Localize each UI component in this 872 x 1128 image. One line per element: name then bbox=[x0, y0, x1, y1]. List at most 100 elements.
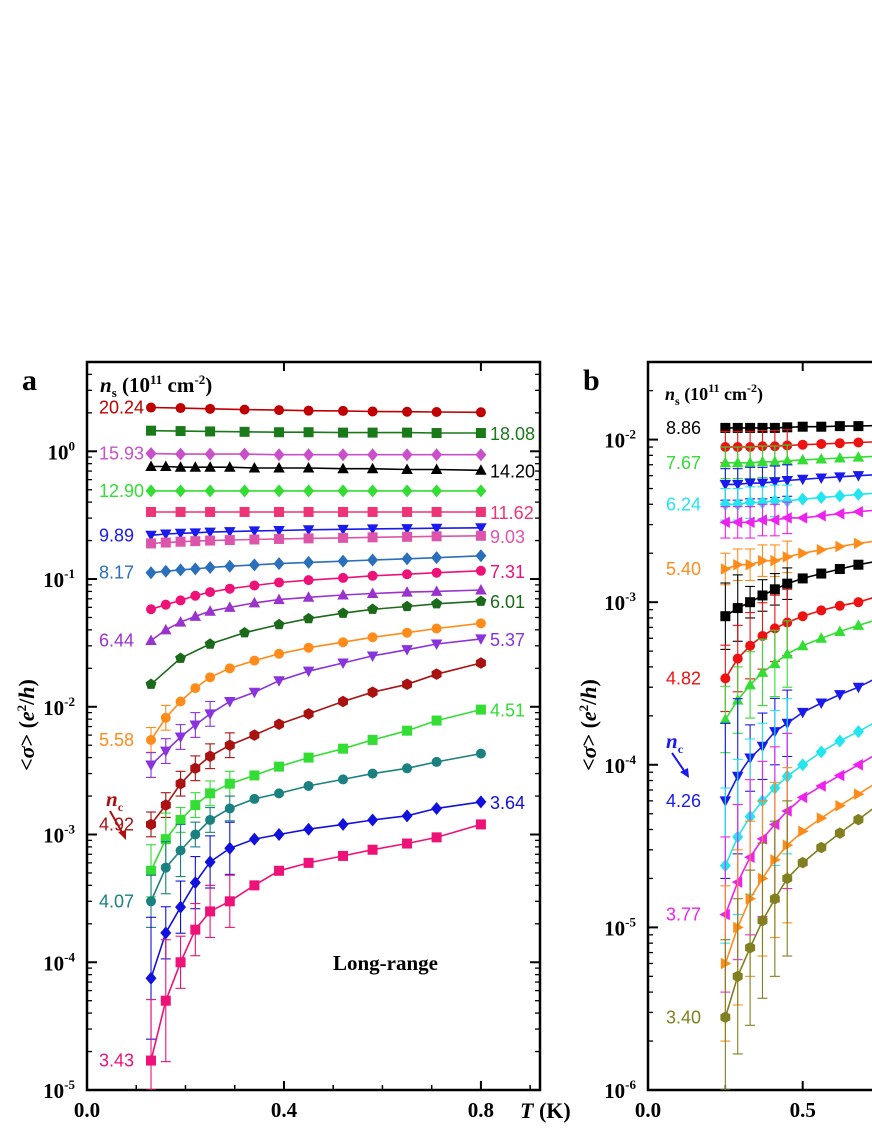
data-point bbox=[204, 605, 216, 616]
panel-a-ylabel: <σ> (e2/h) bbox=[14, 679, 39, 771]
data-point bbox=[175, 403, 186, 414]
data-point bbox=[146, 506, 157, 517]
data-point bbox=[249, 880, 260, 891]
data-point bbox=[431, 668, 442, 680]
series-label: 9.89 bbox=[99, 525, 134, 545]
data-point bbox=[815, 510, 826, 522]
data-point bbox=[190, 829, 201, 840]
data-point bbox=[337, 462, 349, 474]
series-7.67 bbox=[719, 444, 872, 480]
data-point bbox=[239, 426, 250, 437]
data-point bbox=[720, 422, 731, 433]
series-line bbox=[150, 600, 481, 685]
data-point bbox=[224, 527, 236, 538]
data-point bbox=[160, 746, 172, 758]
data-point bbox=[431, 531, 442, 542]
data-point bbox=[224, 739, 235, 751]
data-point bbox=[834, 690, 846, 701]
data-point bbox=[401, 552, 413, 566]
series-18.08 bbox=[146, 425, 486, 439]
data-point bbox=[852, 451, 865, 462]
data-point bbox=[796, 707, 809, 719]
data-point bbox=[782, 551, 794, 563]
data-point bbox=[475, 795, 487, 809]
data-point bbox=[401, 645, 413, 656]
panel-a-nc-marker: nc bbox=[106, 787, 126, 840]
data-point bbox=[720, 611, 731, 622]
data-point bbox=[744, 456, 756, 468]
series-line bbox=[150, 406, 481, 414]
x-tick-label: 0.0 bbox=[635, 1098, 661, 1122]
series-label: 7.31 bbox=[490, 562, 525, 582]
series-11.62 bbox=[146, 506, 486, 517]
series-line bbox=[150, 801, 482, 979]
data-point bbox=[204, 461, 216, 472]
data-point bbox=[205, 672, 216, 683]
data-point bbox=[431, 407, 442, 418]
data-point bbox=[769, 455, 781, 467]
data-point bbox=[303, 780, 314, 791]
data-point bbox=[768, 514, 780, 526]
series-label: 7.67 bbox=[666, 453, 701, 473]
data-point bbox=[145, 530, 157, 542]
data-point bbox=[475, 523, 487, 534]
data-point bbox=[367, 484, 379, 498]
series-line bbox=[150, 823, 482, 1061]
series-label: 20.24 bbox=[99, 398, 144, 418]
data-point bbox=[146, 734, 157, 745]
data-point bbox=[274, 788, 285, 799]
data-point bbox=[816, 841, 827, 854]
series-20.24 bbox=[146, 402, 486, 418]
data-point bbox=[273, 828, 285, 842]
data-point bbox=[273, 461, 285, 473]
data-point bbox=[338, 850, 349, 861]
data-point bbox=[274, 865, 285, 876]
data-point bbox=[431, 756, 442, 767]
data-point bbox=[337, 817, 349, 831]
series-12.90 bbox=[145, 484, 487, 498]
series-5.37 bbox=[145, 634, 487, 778]
data-point bbox=[798, 825, 809, 838]
data-point bbox=[853, 421, 864, 432]
data-point bbox=[430, 585, 443, 596]
data-point bbox=[337, 484, 349, 498]
data-point bbox=[303, 822, 315, 836]
data-point bbox=[797, 758, 809, 772]
data-point bbox=[224, 778, 235, 789]
data-point bbox=[239, 506, 250, 517]
data-point bbox=[303, 427, 314, 438]
data-point bbox=[834, 625, 846, 637]
data-point bbox=[249, 793, 260, 804]
data-point bbox=[274, 533, 285, 544]
data-point bbox=[273, 557, 285, 571]
data-point bbox=[367, 813, 379, 827]
data-point bbox=[853, 788, 865, 800]
series-label: 8.17 bbox=[99, 563, 134, 583]
data-point bbox=[720, 673, 731, 684]
data-point bbox=[175, 845, 186, 856]
data-point bbox=[732, 603, 743, 614]
data-point bbox=[239, 484, 251, 498]
data-point bbox=[475, 484, 487, 498]
data-point bbox=[175, 595, 186, 606]
data-point bbox=[834, 421, 845, 432]
data-point bbox=[815, 452, 828, 464]
panel-b-ylabel: <σ> (e2/h) bbox=[576, 679, 601, 771]
data-point bbox=[757, 422, 768, 433]
data-point bbox=[303, 575, 314, 586]
series-label: 6.24 bbox=[666, 494, 701, 514]
data-point bbox=[796, 474, 809, 486]
data-point bbox=[757, 630, 768, 641]
data-point bbox=[781, 648, 793, 659]
data-point bbox=[719, 713, 732, 724]
data-point bbox=[160, 623, 172, 635]
data-point bbox=[239, 627, 250, 638]
series-line bbox=[150, 555, 481, 574]
y-tick-label: 100 bbox=[48, 438, 76, 464]
data-point bbox=[744, 851, 755, 864]
data-point bbox=[160, 529, 172, 541]
data-point bbox=[175, 426, 186, 437]
data-point bbox=[731, 876, 743, 888]
data-point bbox=[189, 461, 202, 472]
series-3.40 bbox=[720, 800, 872, 1090]
